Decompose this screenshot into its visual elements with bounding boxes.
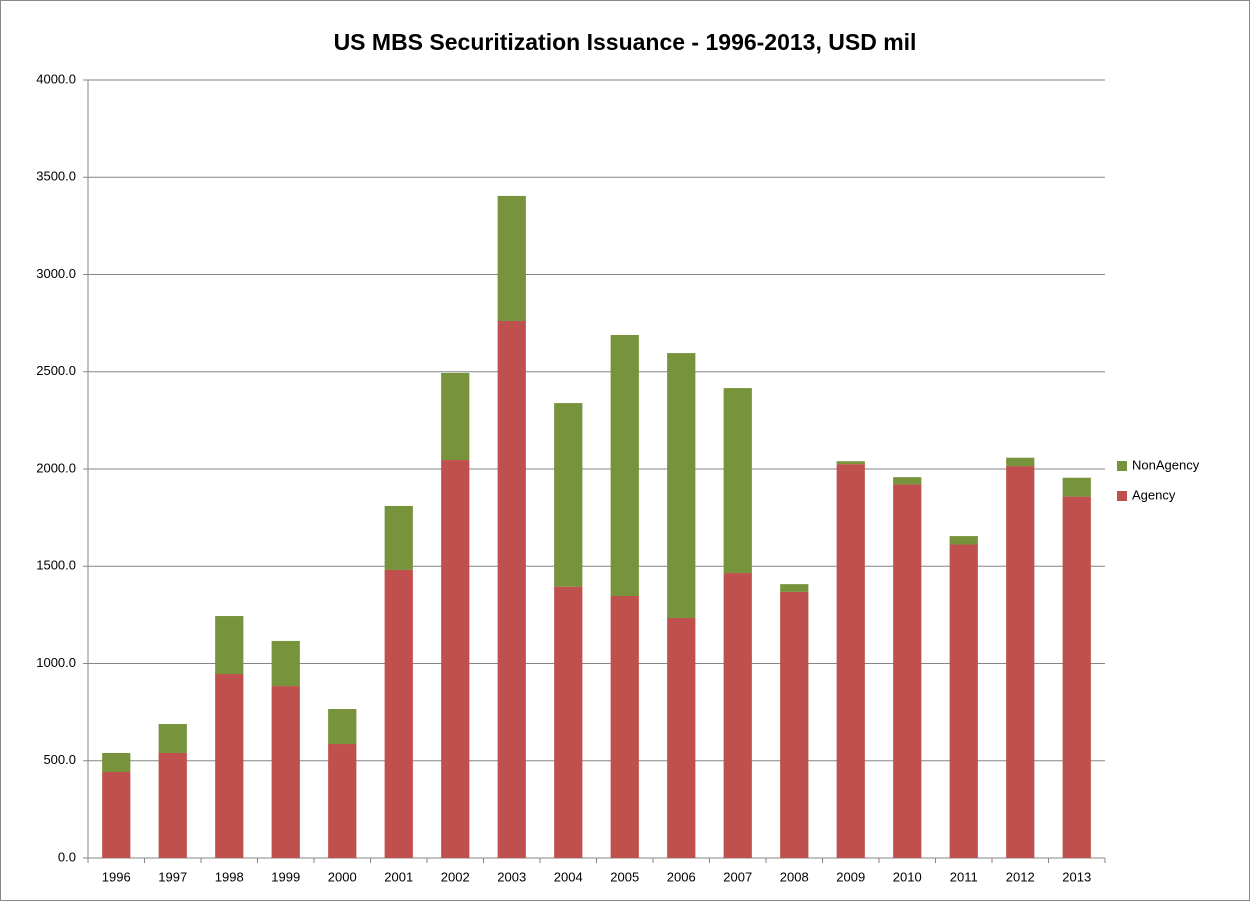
- chart-title: US MBS Securitization Issuance - 1996-20…: [334, 29, 917, 55]
- bar-segment: [610, 334, 639, 597]
- bar-segment: [215, 674, 244, 858]
- x-tick-label: 1996: [102, 869, 131, 884]
- bar-segment: [723, 388, 752, 574]
- x-tick-label: 2008: [780, 869, 809, 884]
- y-tick-label: 3500.0: [36, 169, 76, 184]
- bar-segment: [271, 686, 300, 858]
- x-tick-label: 2001: [384, 869, 413, 884]
- x-tick-label: 2012: [1006, 869, 1035, 884]
- bar-segment: [384, 505, 413, 570]
- y-tick-label: 4000.0: [36, 71, 76, 86]
- x-tick-label: 2005: [610, 869, 639, 884]
- bar-segment: [1006, 466, 1035, 858]
- y-tick-label: 1000.0: [36, 655, 76, 670]
- y-tick-label: 0.0: [58, 849, 76, 864]
- bar-segment: [667, 617, 696, 858]
- bar-segment: [554, 403, 583, 587]
- x-tick-label: 2010: [893, 869, 922, 884]
- bar-segment: [893, 484, 922, 858]
- bar-segment: [780, 591, 809, 858]
- x-tick-label: 2004: [554, 869, 583, 884]
- y-tick-label: 2500.0: [36, 363, 76, 378]
- bar-segment: [328, 744, 357, 858]
- bar-segment: [554, 586, 583, 858]
- x-tick-label: 1997: [158, 869, 187, 884]
- bar-segment: [1062, 477, 1091, 497]
- bar-segment: [949, 544, 978, 858]
- y-tick-label: 3000.0: [36, 266, 76, 281]
- bar-segment: [102, 772, 131, 858]
- bar-segment: [780, 584, 809, 592]
- bar-segment: [102, 752, 131, 773]
- bar-segment: [610, 596, 639, 858]
- bar-segment: [158, 752, 187, 858]
- x-tick-label: 2006: [667, 869, 696, 884]
- bar-segment: [836, 461, 865, 465]
- x-tick-label: 2011: [950, 869, 978, 884]
- bar-segment: [1006, 457, 1035, 467]
- y-tick-label: 1500.0: [36, 558, 76, 573]
- legend-label: Agency: [1132, 487, 1176, 502]
- x-tick-label: 1998: [215, 869, 244, 884]
- bar-segment: [893, 477, 922, 485]
- bar-segment: [441, 372, 470, 461]
- x-tick-label: 2000: [328, 869, 357, 884]
- y-tick-label: 2000.0: [36, 460, 76, 475]
- bar-segment: [215, 616, 244, 675]
- bar-segment: [723, 573, 752, 858]
- bar-segment: [949, 536, 978, 545]
- legend-label: NonAgency: [1132, 457, 1200, 472]
- bar-segment: [328, 709, 357, 745]
- bar-segment: [441, 460, 470, 858]
- bar-segment: [158, 723, 187, 753]
- bar-segment: [497, 195, 526, 321]
- x-tick-label: 2013: [1062, 869, 1091, 884]
- bar-segment: [497, 320, 526, 859]
- x-tick-label: 2007: [723, 869, 752, 884]
- x-tick-label: 1999: [271, 869, 300, 884]
- x-tick-label: 2002: [441, 869, 470, 884]
- legend-swatch: [1117, 461, 1127, 471]
- x-tick-label: 2009: [836, 869, 865, 884]
- y-tick-label: 500.0: [43, 752, 76, 767]
- x-tick-label: 2003: [497, 869, 526, 884]
- bar-segment: [384, 569, 413, 858]
- bar-segment: [667, 353, 696, 618]
- legend-swatch: [1117, 491, 1127, 501]
- bar-segment: [836, 464, 865, 858]
- bar-segment: [271, 640, 300, 687]
- bar-segment: [1062, 496, 1091, 858]
